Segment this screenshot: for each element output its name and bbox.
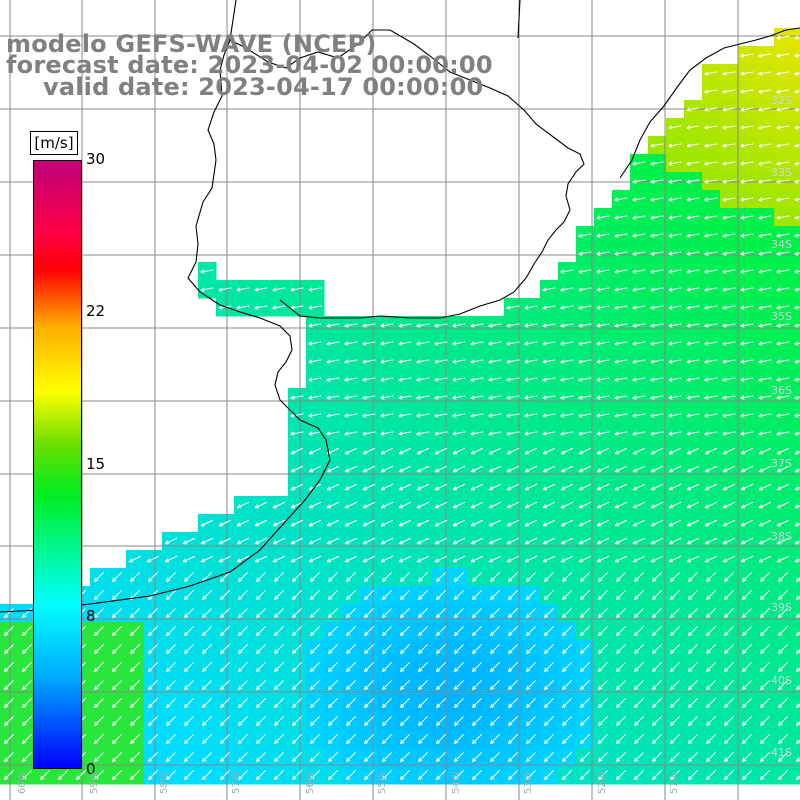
lon-label: 57W <box>231 771 242 794</box>
lon-label: 53W <box>523 771 534 794</box>
wind-speed-cell <box>792 604 800 623</box>
wind-speed-field <box>0 28 800 785</box>
lat-label: 38S <box>771 530 792 543</box>
colorbar-tick: 22 <box>86 302 105 320</box>
map-title-valid-date: valid date: 2023-04-17 00:00:00 <box>43 73 483 101</box>
colorbar <box>33 160 82 769</box>
lon-label: 58W <box>159 771 170 794</box>
wind-speed-cell <box>792 478 800 497</box>
wind-speed-cell <box>792 712 800 731</box>
wind-speed-cell <box>792 496 800 515</box>
lon-label: 59W <box>89 771 100 794</box>
lat-label: 36S <box>771 384 792 397</box>
wind-speed-cell <box>792 460 800 479</box>
wind-speed-cell <box>792 622 800 641</box>
colorbar-unit-label: [m/s] <box>30 131 78 155</box>
lat-label: 40S <box>771 674 792 687</box>
lat-label: 34S <box>771 238 792 251</box>
wind-speed-cell <box>792 658 800 677</box>
colorbar-tick: 8 <box>86 607 96 625</box>
lat-label: 35S <box>771 310 792 323</box>
lon-label: 52W <box>597 771 608 794</box>
colorbar-tick: 30 <box>86 150 105 168</box>
wind-speed-cell <box>792 730 800 749</box>
lon-label: 54W <box>451 771 462 794</box>
lon-label: 51W <box>669 771 680 794</box>
lat-label: 41S <box>771 746 792 759</box>
wind-speed-cell <box>792 766 800 785</box>
wind-speed-cell <box>792 514 800 533</box>
wind-speed-cell <box>792 586 800 605</box>
wind-speed-cell <box>792 694 800 713</box>
lon-label: 55W <box>377 771 388 794</box>
wind-speed-cell <box>792 568 800 587</box>
wind-speed-cell <box>792 532 800 551</box>
wind-speed-cell <box>792 442 800 461</box>
wind-speed-cell <box>792 550 800 569</box>
wind-speed-cell <box>792 748 800 767</box>
lat-label: 33S <box>771 166 792 179</box>
lon-label: 56W <box>305 771 316 794</box>
lat-label: 32S <box>771 94 792 107</box>
wind-speed-cell <box>792 640 800 659</box>
lat-label: 39S <box>771 601 792 614</box>
colorbar-tick: 15 <box>86 455 105 473</box>
lat-label: 37S <box>771 457 792 470</box>
lon-label: 60W <box>17 771 28 794</box>
